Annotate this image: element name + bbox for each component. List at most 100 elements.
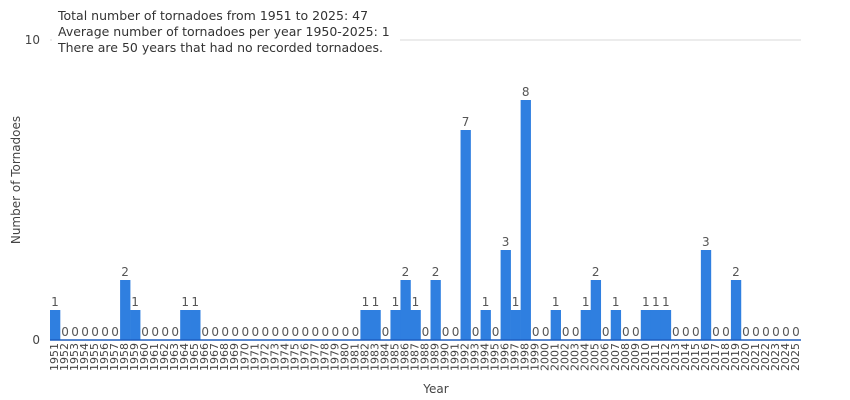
data-label-2011: 1 [652, 295, 660, 309]
data-label-1964: 1 [181, 295, 189, 309]
data-label-1960: 0 [141, 325, 149, 339]
x-tick-label-1953: 1953 [68, 343, 81, 371]
data-label-2002: 0 [562, 325, 570, 339]
data-label-2013: 0 [672, 325, 680, 339]
data-label-1999: 0 [532, 325, 540, 339]
x-tick-label-2013: 2013 [669, 343, 682, 371]
bar-1964 [180, 310, 191, 340]
x-tick-label-1983: 1983 [368, 343, 381, 371]
x-tick-label-1952: 1952 [58, 343, 71, 371]
bar-1994 [480, 310, 491, 340]
data-label-1986: 2 [402, 265, 410, 279]
data-label-1988: 0 [422, 325, 430, 339]
bar-1958 [120, 280, 131, 340]
x-tick-label-2005: 2005 [589, 343, 602, 371]
x-tick-label-2015: 2015 [689, 343, 702, 371]
x-tick-label-1992: 1992 [459, 343, 472, 371]
x-tick-label-2023: 2023 [769, 343, 782, 371]
data-label-1961: 0 [151, 325, 159, 339]
x-tick-label-2008: 2008 [619, 343, 632, 371]
data-label-2025: 0 [792, 325, 800, 339]
data-label-2010: 1 [642, 295, 650, 309]
x-tick-label-1959: 1959 [128, 343, 141, 371]
data-label-1956: 0 [101, 325, 109, 339]
x-tick-label-1960: 1960 [138, 343, 151, 371]
y-tick-label: 10 [25, 33, 40, 47]
x-tick-label-2025: 2025 [789, 343, 802, 371]
x-tick-label-1962: 1962 [158, 343, 171, 371]
data-label-1991: 0 [452, 325, 460, 339]
x-tick-label-2007: 2007 [609, 343, 622, 371]
x-tick-label-1968: 1968 [218, 343, 231, 371]
data-label-1951: 1 [51, 295, 59, 309]
data-label-1996: 3 [502, 235, 510, 249]
x-tick-label-1965: 1965 [188, 343, 201, 371]
x-tick-label-1973: 1973 [268, 343, 281, 371]
data-label-2001: 1 [552, 295, 560, 309]
data-label-1968: 0 [221, 325, 229, 339]
data-label-1973: 0 [271, 325, 279, 339]
x-tick-label-1989: 1989 [429, 343, 442, 371]
x-tick-label-1972: 1972 [258, 343, 271, 371]
bar-1987 [410, 310, 421, 340]
y-axis-title: Number of Tornadoes [9, 116, 23, 244]
data-label-1989: 2 [432, 265, 440, 279]
annotation-box: Total number of tornadoes from 1951 to 2… [52, 6, 400, 62]
data-label-1966: 0 [201, 325, 209, 339]
data-label-2024: 0 [782, 325, 790, 339]
bar-2012 [660, 310, 672, 340]
data-label-1971: 0 [251, 325, 259, 339]
x-tick-label-2002: 2002 [559, 343, 572, 371]
bar-1982 [360, 310, 371, 340]
x-tick-label-1991: 1991 [449, 343, 462, 371]
x-axis-title: Year [422, 382, 448, 396]
bar-2010 [640, 310, 652, 340]
data-label-1958: 2 [121, 265, 129, 279]
data-label-2004: 1 [582, 295, 590, 309]
data-label-2009: 0 [632, 325, 640, 339]
x-tick-label-2024: 2024 [779, 343, 792, 371]
x-tick-label-1981: 1981 [348, 343, 361, 371]
x-tick-label-2016: 2016 [699, 343, 712, 371]
x-axis-ticks: 1951195219531954195519561957195819591960… [48, 343, 802, 371]
x-tick-label-1958: 1958 [118, 343, 131, 371]
x-tick-label-1998: 1998 [519, 343, 532, 371]
data-label-2007: 1 [612, 295, 620, 309]
data-label-2016: 3 [702, 235, 710, 249]
bar-1989 [430, 280, 441, 340]
bar-1959 [130, 310, 141, 340]
data-label-1963: 0 [171, 325, 179, 339]
data-label-1957: 0 [111, 325, 119, 339]
bar-1996 [500, 250, 511, 340]
x-tick-label-1951: 1951 [48, 343, 61, 371]
x-tick-label-2003: 2003 [569, 343, 582, 371]
data-label-2006: 0 [602, 325, 610, 339]
bar-1983 [370, 310, 381, 340]
x-tick-label-2006: 2006 [599, 343, 612, 371]
x-tick-label-1990: 1990 [439, 343, 452, 371]
data-label-1992: 7 [462, 115, 470, 129]
x-tick-label-1993: 1993 [469, 343, 482, 371]
data-label-1980: 0 [342, 325, 350, 339]
data-label-2012: 1 [662, 295, 670, 309]
data-label-2021: 0 [752, 325, 760, 339]
x-tick-label-1979: 1979 [328, 343, 341, 371]
data-label-2020: 0 [742, 325, 750, 339]
x-tick-label-2014: 2014 [679, 343, 692, 371]
x-tick-label-1995: 1995 [489, 343, 502, 371]
x-tick-label-1955: 1955 [88, 343, 101, 371]
x-tick-label-1970: 1970 [238, 343, 251, 371]
x-tick-label-1978: 1978 [318, 343, 331, 371]
y-tick-label: 0 [32, 333, 40, 347]
annotation-average: Average number of tornadoes per year 195… [58, 24, 390, 39]
x-tick-label-1999: 1999 [529, 343, 542, 371]
x-tick-label-1957: 1957 [108, 343, 121, 371]
bar-2011 [650, 310, 662, 340]
data-label-1982: 1 [362, 295, 370, 309]
data-label-1967: 0 [211, 325, 219, 339]
annotation-zero-years: There are 50 years that had no recorded … [57, 40, 383, 55]
data-label-2023: 0 [772, 325, 780, 339]
x-tick-label-2004: 2004 [579, 343, 592, 371]
bar-2004 [580, 310, 592, 340]
